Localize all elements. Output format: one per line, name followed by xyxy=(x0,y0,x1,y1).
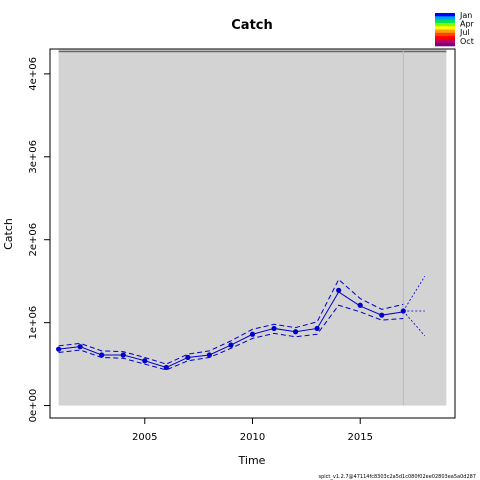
version-footnote: spict_v1.2.7@47114fc8303c2a5d1c080f02ee0… xyxy=(319,474,477,480)
x-tick-label: 2015 xyxy=(347,432,372,443)
shaded-region xyxy=(58,49,447,406)
legend-swatch xyxy=(435,42,455,47)
y-tick-label: 1e+06 xyxy=(28,306,39,340)
observed-point xyxy=(77,344,83,350)
plot-area xyxy=(56,49,447,406)
y-tick-label: 2e+06 xyxy=(28,223,39,257)
y-axis-label: Catch xyxy=(2,218,15,250)
legend-label: Jul xyxy=(459,28,470,37)
observed-point xyxy=(56,346,62,352)
legend-swatch xyxy=(435,22,455,27)
axes: 2005 2010 2015 0e+00 1e+06 2e+06 3e+06 4e+06 xyxy=(28,57,373,443)
observed-point xyxy=(271,325,277,332)
observed-point xyxy=(185,354,191,361)
y-tick-label: 4e+06 xyxy=(28,57,39,91)
observed-point xyxy=(249,331,256,337)
x-axis-label: Time xyxy=(238,454,266,467)
legend-label: Jan xyxy=(459,11,472,20)
legend-swatch xyxy=(435,13,455,17)
observed-point xyxy=(400,308,406,314)
observed-point xyxy=(336,287,342,293)
observed-point xyxy=(163,364,169,371)
x-tick-label: 2010 xyxy=(240,432,265,443)
legend-label: Apr xyxy=(460,20,475,29)
observed-point xyxy=(379,312,385,318)
lower-ci-line xyxy=(58,304,404,371)
observed-point xyxy=(142,358,148,364)
legend-swatch xyxy=(435,29,455,34)
chart-title: Catch xyxy=(231,18,273,33)
x-tick-label: 2005 xyxy=(132,432,157,443)
observed-point xyxy=(228,342,234,348)
legend-swatch xyxy=(435,36,455,40)
upper-ci-line xyxy=(58,278,404,365)
legend-label: Oct xyxy=(460,37,474,46)
projection-lower-line xyxy=(402,310,426,337)
y-tick-label: 0e+00 xyxy=(28,389,39,423)
observed-point xyxy=(206,352,213,358)
y-tick-label: 3e+06 xyxy=(28,140,39,174)
legend-swatch xyxy=(435,39,455,43)
observed-point xyxy=(314,325,320,332)
observed-point xyxy=(357,302,363,308)
legend-swatch xyxy=(435,19,455,24)
observed-point xyxy=(120,352,126,358)
legend-swatch xyxy=(435,32,455,37)
legend-swatch xyxy=(435,16,455,20)
projection-upper-line xyxy=(402,275,426,312)
legend-swatch xyxy=(435,26,455,30)
observed-point xyxy=(99,352,105,358)
observed-point xyxy=(292,329,299,335)
